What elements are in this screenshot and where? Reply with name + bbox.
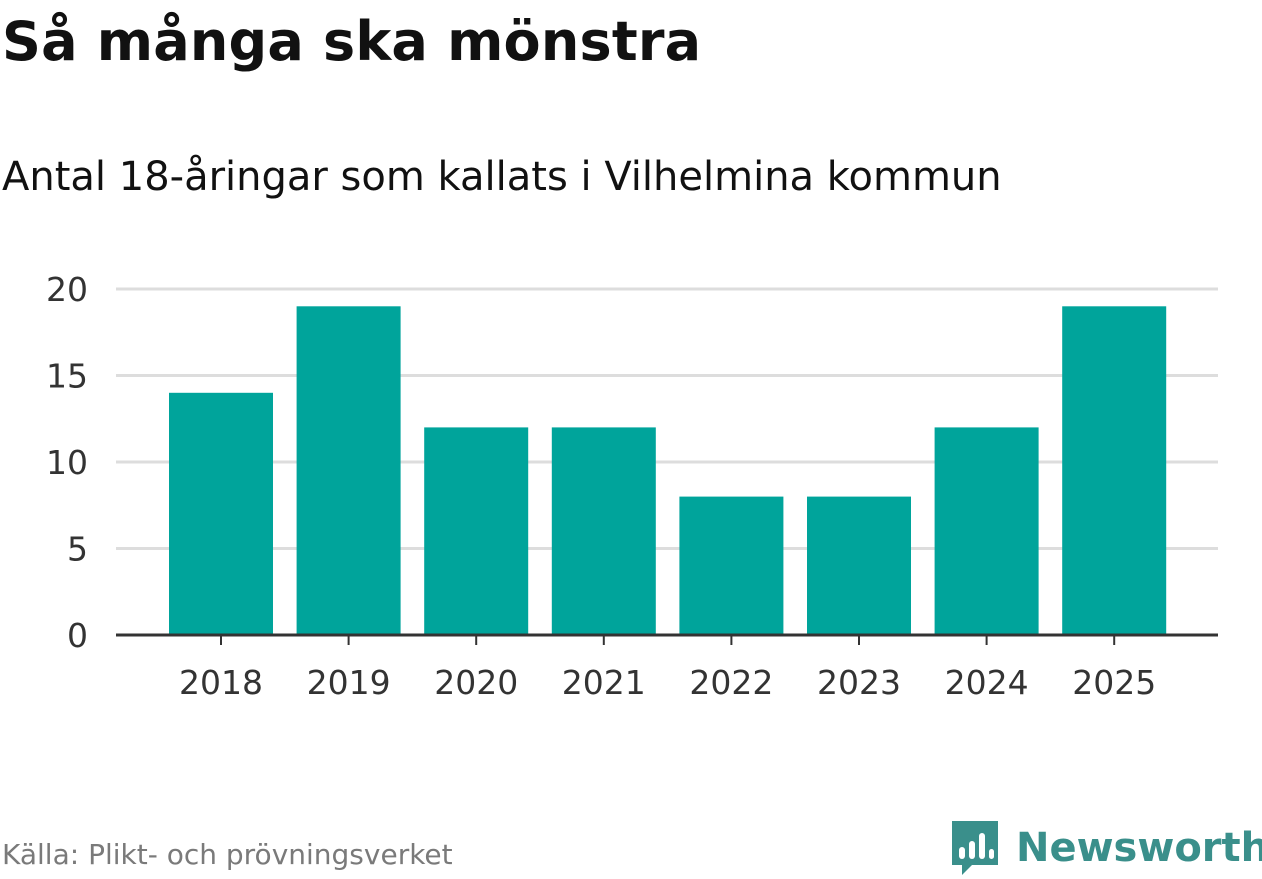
x-tick-label: 2023 [817, 663, 901, 702]
x-tick-label: 2019 [307, 663, 391, 702]
bar-2025 [1062, 306, 1167, 635]
bar-2021 [551, 427, 656, 635]
y-tick-label: 10 [46, 443, 88, 482]
brand-name: Newsworthy [1016, 825, 1262, 871]
bar-2020 [424, 427, 529, 635]
x-tick-label: 2018 [179, 663, 263, 702]
y-tick-label: 20 [46, 270, 88, 309]
bar-2018 [169, 392, 273, 635]
x-tick-label: 2022 [689, 663, 773, 702]
bar-chart: 0 5 10 15 20 2018 2019 2020 2021 2022 2023 2024 202… [46, 270, 1218, 702]
x-tick-labels: 2018 2019 2020 2021 2022 2023 2024 2025 [179, 663, 1156, 702]
bars [169, 306, 1167, 635]
x-tick-label: 2021 [562, 663, 646, 702]
bar-2023 [807, 496, 911, 635]
y-tick-label: 5 [67, 530, 88, 569]
chart-title: Så många ska mönstra [2, 10, 702, 73]
newsworthy-logo-icon [952, 821, 998, 875]
x-axis [116, 633, 1218, 645]
bar-2022 [679, 496, 784, 635]
x-tick-label: 2020 [434, 663, 518, 702]
source-note: Källa: Plikt- och prövningsverket [2, 838, 453, 871]
y-tick-label: 15 [46, 357, 88, 396]
y-tick-labels: 0 5 10 15 20 [46, 270, 88, 655]
brand-logo: Newsworthy [950, 818, 1262, 878]
y-tick-label: 0 [67, 616, 88, 655]
x-tick-label: 2024 [945, 663, 1029, 702]
grid-lines [116, 287, 1218, 550]
x-tick-label: 2025 [1072, 663, 1156, 702]
chart-subtitle: Antal 18-åringar som kallats i Vilhelmin… [2, 154, 1002, 200]
bar-2019 [296, 306, 401, 635]
bar-2024 [934, 427, 1039, 635]
